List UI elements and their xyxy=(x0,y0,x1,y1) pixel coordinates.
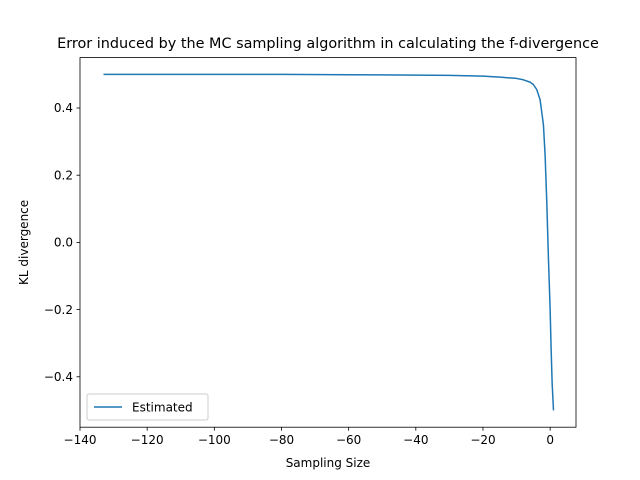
legend-label: Estimated xyxy=(132,401,193,415)
plot-area xyxy=(79,57,577,428)
x-axis-label: Sampling Size xyxy=(286,456,371,470)
x-tick-label: −140 xyxy=(64,433,97,447)
series-line-estimated xyxy=(103,73,555,411)
x-tick-label: −60 xyxy=(336,433,361,447)
x-axis: −140 −120 −100 −80 −60 −40 −20 0 xyxy=(64,427,554,447)
y-tick-label: 0.2 xyxy=(54,168,73,182)
y-tick-label: −0.2 xyxy=(44,303,73,317)
x-tick-label: −100 xyxy=(198,433,231,447)
x-tick-label: −80 xyxy=(269,433,294,447)
chart-title: Error induced by the MC sampling algorit… xyxy=(57,36,599,52)
x-tick-label: −120 xyxy=(131,433,164,447)
legend: Estimated xyxy=(86,393,209,421)
y-tick-label: 0.4 xyxy=(54,101,73,115)
x-tick-label: −20 xyxy=(470,433,495,447)
y-tick-label: −0.4 xyxy=(44,370,73,384)
y-axis-label: KL divergence xyxy=(17,200,31,285)
x-tick-label: 0 xyxy=(546,433,554,447)
x-tick-label: −40 xyxy=(403,433,428,447)
y-axis: −0.4 −0.2 0.0 0.2 0.4 xyxy=(44,101,80,384)
series-layer xyxy=(103,73,555,411)
legend-box xyxy=(86,393,209,421)
axes-frame xyxy=(79,57,577,428)
y-tick-label: 0.0 xyxy=(54,236,73,250)
